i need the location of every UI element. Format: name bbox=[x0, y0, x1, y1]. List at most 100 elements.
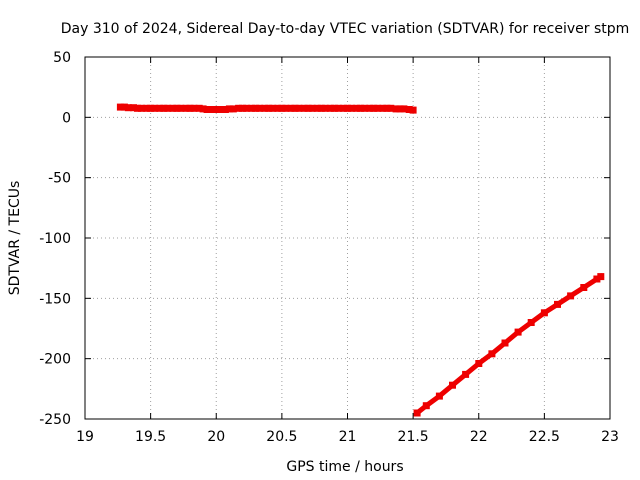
series-1-point bbox=[248, 104, 256, 112]
series-1-point bbox=[387, 104, 395, 112]
series-1-point bbox=[225, 105, 233, 113]
series-1-point bbox=[173, 104, 181, 112]
series-2-point bbox=[422, 402, 430, 410]
series-1-point bbox=[242, 104, 250, 112]
series-1-point bbox=[256, 104, 264, 112]
series-2-point bbox=[462, 370, 470, 378]
series-1-point bbox=[282, 104, 290, 112]
series-1-point bbox=[199, 105, 207, 113]
chart-title: Day 310 of 2024, Sidereal Day-to-day VTE… bbox=[61, 21, 630, 37]
series-1-point bbox=[370, 104, 378, 112]
series-2-point bbox=[567, 292, 575, 300]
series-2-point bbox=[540, 309, 548, 317]
series-2-point bbox=[501, 339, 509, 347]
series-1-point bbox=[147, 104, 155, 112]
series-1-point bbox=[330, 104, 338, 112]
series-1-point bbox=[169, 104, 177, 112]
series-1-point bbox=[130, 104, 138, 112]
series-1-point bbox=[177, 104, 185, 112]
series-1-point bbox=[295, 104, 303, 112]
series-2-point bbox=[488, 350, 496, 358]
series-1-point bbox=[120, 103, 128, 111]
series-2-line bbox=[413, 273, 605, 417]
y-tick-label: -50 bbox=[48, 171, 71, 187]
x-tick-label: 22 bbox=[470, 429, 488, 445]
series-1-point bbox=[186, 104, 194, 112]
x-tick-label: 23 bbox=[601, 429, 619, 445]
series-1-point bbox=[265, 104, 273, 112]
series-2-point bbox=[554, 300, 561, 308]
grid bbox=[85, 57, 610, 419]
ticks: 19 19.5 20 20.5 21 21.5 22 22.5 23 50 0 -50 -100 -150… bbox=[39, 50, 619, 445]
x-tick-label: 19.5 bbox=[135, 429, 166, 445]
series-1-point bbox=[340, 104, 348, 112]
series-1-point bbox=[151, 104, 159, 112]
series-2-point bbox=[527, 319, 535, 326]
series-1-point bbox=[137, 104, 145, 112]
series-1-point bbox=[379, 104, 387, 112]
y-tick-label: 50 bbox=[53, 50, 71, 66]
series-2-point bbox=[593, 275, 601, 283]
series-1-point bbox=[304, 104, 312, 112]
x-tick-label: 19 bbox=[76, 429, 94, 445]
y-axis-label: SDTVAR / TECUs bbox=[7, 181, 23, 296]
series-2-point bbox=[597, 273, 605, 281]
series-1-point bbox=[229, 105, 237, 113]
y-tick-label: -150 bbox=[39, 291, 71, 307]
series-1-point bbox=[409, 106, 417, 114]
series-1-point bbox=[357, 104, 365, 112]
series-1-point bbox=[313, 104, 321, 112]
x-tick-label: 21 bbox=[339, 429, 357, 445]
x-tick-label: 21.5 bbox=[398, 429, 429, 445]
series-1-point bbox=[405, 106, 413, 113]
series-1-point bbox=[156, 104, 164, 112]
series-1-point bbox=[208, 106, 216, 113]
series-1-point bbox=[278, 104, 286, 112]
series-1-point bbox=[182, 104, 190, 112]
series-1-point bbox=[287, 104, 295, 112]
series-1-point bbox=[361, 104, 369, 112]
series-2-point bbox=[580, 284, 588, 291]
y-tick-label: -100 bbox=[39, 231, 71, 247]
series-2-point bbox=[514, 328, 522, 336]
series-1-point bbox=[190, 104, 198, 112]
series-1-point bbox=[274, 104, 282, 112]
series-1-point bbox=[366, 104, 374, 112]
y-tick-label: 0 bbox=[62, 110, 71, 126]
series-1-point bbox=[383, 104, 391, 112]
series-1-point bbox=[353, 104, 361, 112]
series-1-point bbox=[347, 104, 355, 112]
series-2-point bbox=[475, 360, 483, 367]
series-1-point bbox=[239, 104, 246, 112]
series-1-point bbox=[321, 104, 329, 112]
x-axis-label: GPS time / hours bbox=[286, 459, 403, 475]
series-1-point bbox=[134, 104, 141, 112]
series-1-point bbox=[160, 104, 168, 112]
x-tick-label: 20.5 bbox=[266, 429, 297, 445]
x-tick-label: 20 bbox=[207, 429, 225, 445]
series-1-point bbox=[212, 106, 220, 113]
series-1-point bbox=[326, 104, 334, 112]
series-1-point bbox=[269, 104, 277, 112]
series-1-point bbox=[143, 104, 151, 112]
series-1-point bbox=[344, 104, 351, 112]
series-1-point bbox=[308, 104, 316, 112]
series-1-point bbox=[221, 106, 229, 113]
series-2-point bbox=[413, 409, 421, 417]
series-1-point bbox=[334, 104, 342, 112]
series-1-point bbox=[252, 104, 260, 112]
data-marks bbox=[116, 103, 605, 417]
series-1-point bbox=[235, 104, 243, 112]
series-1-point bbox=[216, 106, 224, 113]
series-1-point bbox=[291, 104, 299, 112]
series-1-point bbox=[300, 104, 308, 112]
series-1-point bbox=[317, 104, 325, 112]
series-1-point bbox=[392, 105, 400, 113]
x-tick-label: 22.5 bbox=[529, 429, 560, 445]
series-1-point bbox=[374, 104, 382, 112]
series-1-point bbox=[124, 104, 132, 112]
series-2-point bbox=[449, 381, 456, 389]
series-1-point bbox=[396, 105, 404, 113]
series-1-point bbox=[261, 104, 269, 112]
